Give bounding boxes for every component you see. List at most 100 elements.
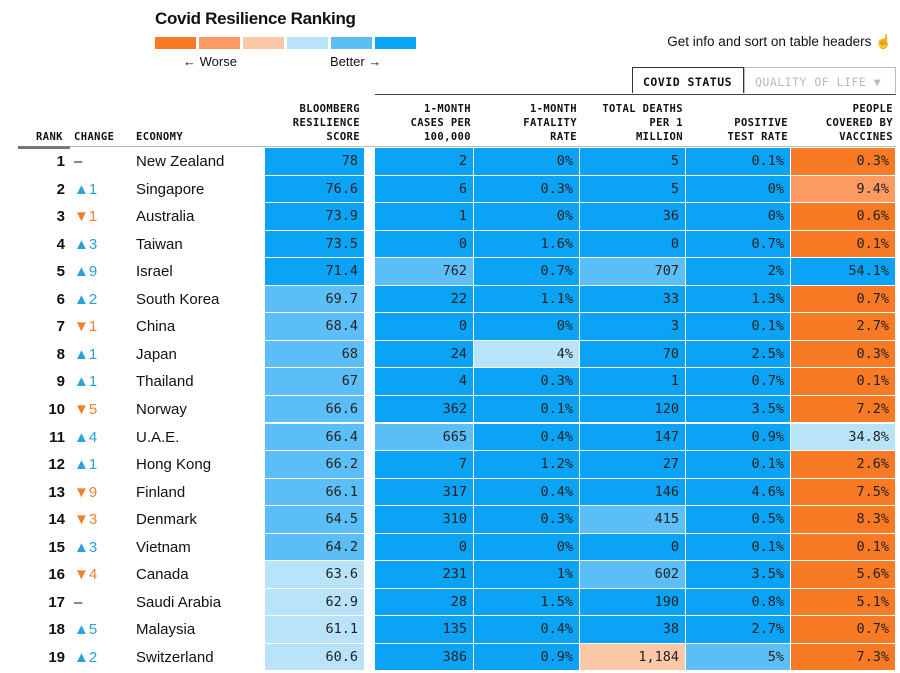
color-scale-legend [155, 37, 416, 49]
rank-change: ▼1 [74, 208, 98, 226]
rank: 13 [48, 483, 65, 501]
table-row[interactable]: 5 ▲9 Israel 71.4 762 0.7% 707 2% 54.1% [0, 258, 900, 286]
table-row[interactable]: 18 ▲5 Malaysia 61.1 135 0.4% 38 2.7% 0.7% [0, 616, 900, 644]
economy-name: Australia [136, 208, 195, 226]
header-positive[interactable]: POSITIVE TEST RATE [727, 117, 788, 143]
cell-fatality: 0% [474, 533, 580, 561]
economy-name: Taiwan [136, 235, 183, 253]
cell-fatality: 0.3% [474, 506, 580, 533]
cell-positive: 1.3% [686, 285, 791, 313]
cell-vaccines: 5.6% [791, 561, 896, 588]
cell-deaths: 707 [580, 258, 686, 285]
legend-swatch [155, 37, 196, 49]
cell-vaccines: 0.1% [791, 230, 896, 258]
cell-score: 66.1 [265, 478, 365, 506]
cell-score: 68.4 [265, 313, 365, 340]
header-score[interactable]: BLOOMBERG RESILIENCE SCORE [292, 103, 360, 143]
cell-fatality: 0.1% [474, 395, 580, 423]
cell-vaccines: 0.7% [791, 616, 896, 643]
cell-fatality: 1.5% [474, 588, 580, 616]
cell-cases: 6 [375, 175, 474, 203]
cell-positive: 0.1% [686, 451, 791, 478]
cell-cases: 7 [375, 451, 474, 478]
cell-vaccines: 0.3% [791, 340, 896, 368]
rank-change: ▲1 [74, 456, 98, 474]
legend-swatch [331, 37, 372, 49]
cell-fatality: 0% [474, 148, 580, 175]
divider [375, 94, 896, 95]
cell-deaths: 38 [580, 616, 686, 643]
table-row[interactable]: 6 ▲2 South Korea 69.7 22 1.1% 33 1.3% 0.7% [0, 285, 900, 314]
cell-cases: 762 [375, 258, 474, 285]
rank: 2 [56, 180, 65, 198]
cell-fatality: 0.3% [474, 368, 580, 395]
header-economy[interactable]: ECONOMY [136, 131, 184, 143]
cell-score: 64.2 [265, 533, 365, 561]
table-row[interactable]: 4 ▲3 Taiwan 73.5 0 1.6% 0 0.7% 0.1% [0, 230, 900, 259]
cell-score: 66.2 [265, 451, 365, 478]
rank: 18 [48, 621, 65, 639]
cell-vaccines: 2.6% [791, 451, 896, 478]
table-row[interactable]: 3 ▼1 Australia 73.9 1 0% 36 0% 0.6% [0, 203, 900, 231]
tab-quality-of-life[interactable]: QUALITY OF LIFE ▼ [744, 67, 896, 93]
table-row[interactable]: 9 ▲1 Thailand 67 4 0.3% 1 0.7% 0.1% [0, 368, 900, 396]
header-vaccines[interactable]: PEOPLE COVERED BY VACCINES [825, 103, 893, 143]
cell-score: 66.4 [265, 423, 365, 450]
legend-worse-label: ← Worse [183, 54, 237, 69]
cell-cases: 2 [375, 148, 474, 175]
cell-vaccines: 5.1% [791, 588, 896, 616]
header-rank[interactable]: RANK [36, 131, 63, 143]
rank-change: ▲3 [74, 538, 98, 556]
table-row[interactable]: 12 ▲1 Hong Kong 66.2 7 1.2% 27 0.1% 2.6% [0, 451, 900, 479]
rank-change: – [74, 153, 83, 170]
economy-name: Singapore [136, 180, 205, 198]
cell-cases: 28 [375, 588, 474, 616]
header-deaths[interactable]: TOTAL DEATHS PER 1 MILLION [602, 103, 683, 143]
rank: 3 [56, 208, 65, 226]
table-row[interactable]: 17– Saudi Arabia 62.9 28 1.5% 190 0.8% 5.1% [0, 588, 900, 617]
cell-fatality: 0.4% [474, 616, 580, 643]
rank: 17 [48, 593, 65, 611]
cell-deaths: 0 [580, 230, 686, 258]
table-row[interactable]: 2 ▲1 Singapore 76.6 6 0.3% 5 0% 9.4% [0, 175, 900, 204]
cell-cases: 317 [375, 478, 474, 506]
cell-fatality: 0.9% [474, 643, 580, 671]
tab-covid-status[interactable]: COVID STATUS [632, 67, 744, 93]
table-row[interactable]: 1– New Zealand 78 2 0% 5 0.1% 0.3% [0, 148, 900, 176]
rank-change: ▼3 [74, 511, 98, 529]
rank: 12 [48, 456, 65, 474]
header-fatality[interactable]: 1-MONTH FATALITY RATE [523, 103, 577, 143]
table-row[interactable]: 16 ▼4 Canada 63.6 231 1% 602 3.5% 5.6% [0, 561, 900, 589]
cell-cases: 0 [375, 230, 474, 258]
cell-positive: 2.7% [686, 616, 791, 643]
rank: 5 [56, 263, 65, 281]
table-row[interactable]: 13 ▼9 Finland 66.1 317 0.4% 146 4.6% 7.5% [0, 478, 900, 507]
cell-positive: 0.1% [686, 148, 791, 175]
table-row[interactable]: 8 ▲1 Japan 68 24 4% 70 2.5% 0.3% [0, 340, 900, 369]
table-row[interactable]: 14 ▼3 Denmark 64.5 310 0.3% 415 0.5% 8.3% [0, 506, 900, 534]
legend-swatch [199, 37, 240, 49]
table-row[interactable]: 7 ▼1 China 68.4 0 0% 3 0.1% 2.7% [0, 313, 900, 341]
cell-positive: 0% [686, 203, 791, 230]
cell-deaths: 1,184 [580, 643, 686, 671]
cell-positive: 3.5% [686, 395, 791, 423]
cell-cases: 22 [375, 285, 474, 313]
cell-cases: 665 [375, 423, 474, 450]
header-change[interactable]: CHANGE [74, 131, 115, 143]
cell-deaths: 27 [580, 451, 686, 478]
rank-change: ▲1 [74, 373, 98, 391]
cell-deaths: 120 [580, 395, 686, 423]
cell-deaths: 0 [580, 533, 686, 561]
rank-change: ▲2 [74, 290, 98, 308]
cell-vaccines: 9.4% [791, 175, 896, 203]
table-row[interactable]: 11 ▲4 U.A.E. 66.4 665 0.4% 147 0.9% 34.8% [0, 423, 900, 452]
cell-positive: 0.5% [686, 506, 791, 533]
table-row[interactable]: 15 ▲3 Vietnam 64.2 0 0% 0 0.1% 0.1% [0, 533, 900, 562]
cell-fatality: 0% [474, 203, 580, 230]
cell-positive: 2.5% [686, 340, 791, 368]
header-cases[interactable]: 1-MONTH CASES PER 100,000 [410, 103, 471, 143]
cell-vaccines: 8.3% [791, 506, 896, 533]
cell-positive: 0.7% [686, 368, 791, 395]
table-row[interactable]: 10 ▼5 Norway 66.6 362 0.1% 120 3.5% 7.2% [0, 395, 900, 424]
table-row[interactable]: 19 ▲2 Switzerland 60.6 386 0.9% 1,184 5% 7.3% [0, 643, 900, 672]
